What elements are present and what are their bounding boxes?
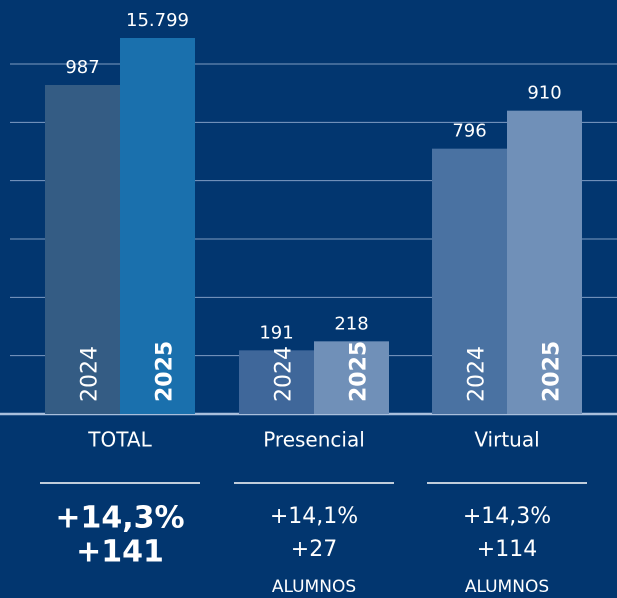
category-label: Presencial: [263, 428, 365, 452]
summary-text: +14,3%: [55, 501, 184, 536]
year-label: 2024: [272, 346, 297, 402]
summary-text: +14,1%: [270, 504, 358, 529]
summary-text: ALUMNOS: [465, 577, 549, 597]
summary-text: ALUMNOS: [272, 577, 356, 597]
bar: [507, 110, 582, 415]
year-label: 2024: [465, 346, 490, 402]
category-label: TOTAL: [87, 428, 152, 452]
summary-text: +141: [76, 535, 164, 570]
data-label: 910: [527, 83, 561, 104]
summary-text: +27: [291, 537, 337, 562]
data-label: 15.799: [126, 10, 189, 31]
year-label: 2025: [153, 341, 178, 402]
year-label: 2024: [78, 346, 103, 402]
year-label: 2025: [347, 341, 372, 402]
bar: [120, 38, 195, 414]
year-label: 2025: [540, 341, 565, 402]
summary-text: +114: [477, 537, 537, 562]
summary-text: +14,3%: [463, 504, 551, 529]
bar: [45, 85, 120, 414]
data-label: 218: [334, 313, 368, 334]
bar: [314, 341, 389, 414]
bar: [432, 148, 507, 414]
category-label: Virtual: [474, 428, 539, 452]
bar: [239, 350, 314, 414]
data-label: 796: [452, 121, 486, 142]
data-label: 191: [259, 322, 293, 343]
data-label: 987: [65, 57, 99, 78]
